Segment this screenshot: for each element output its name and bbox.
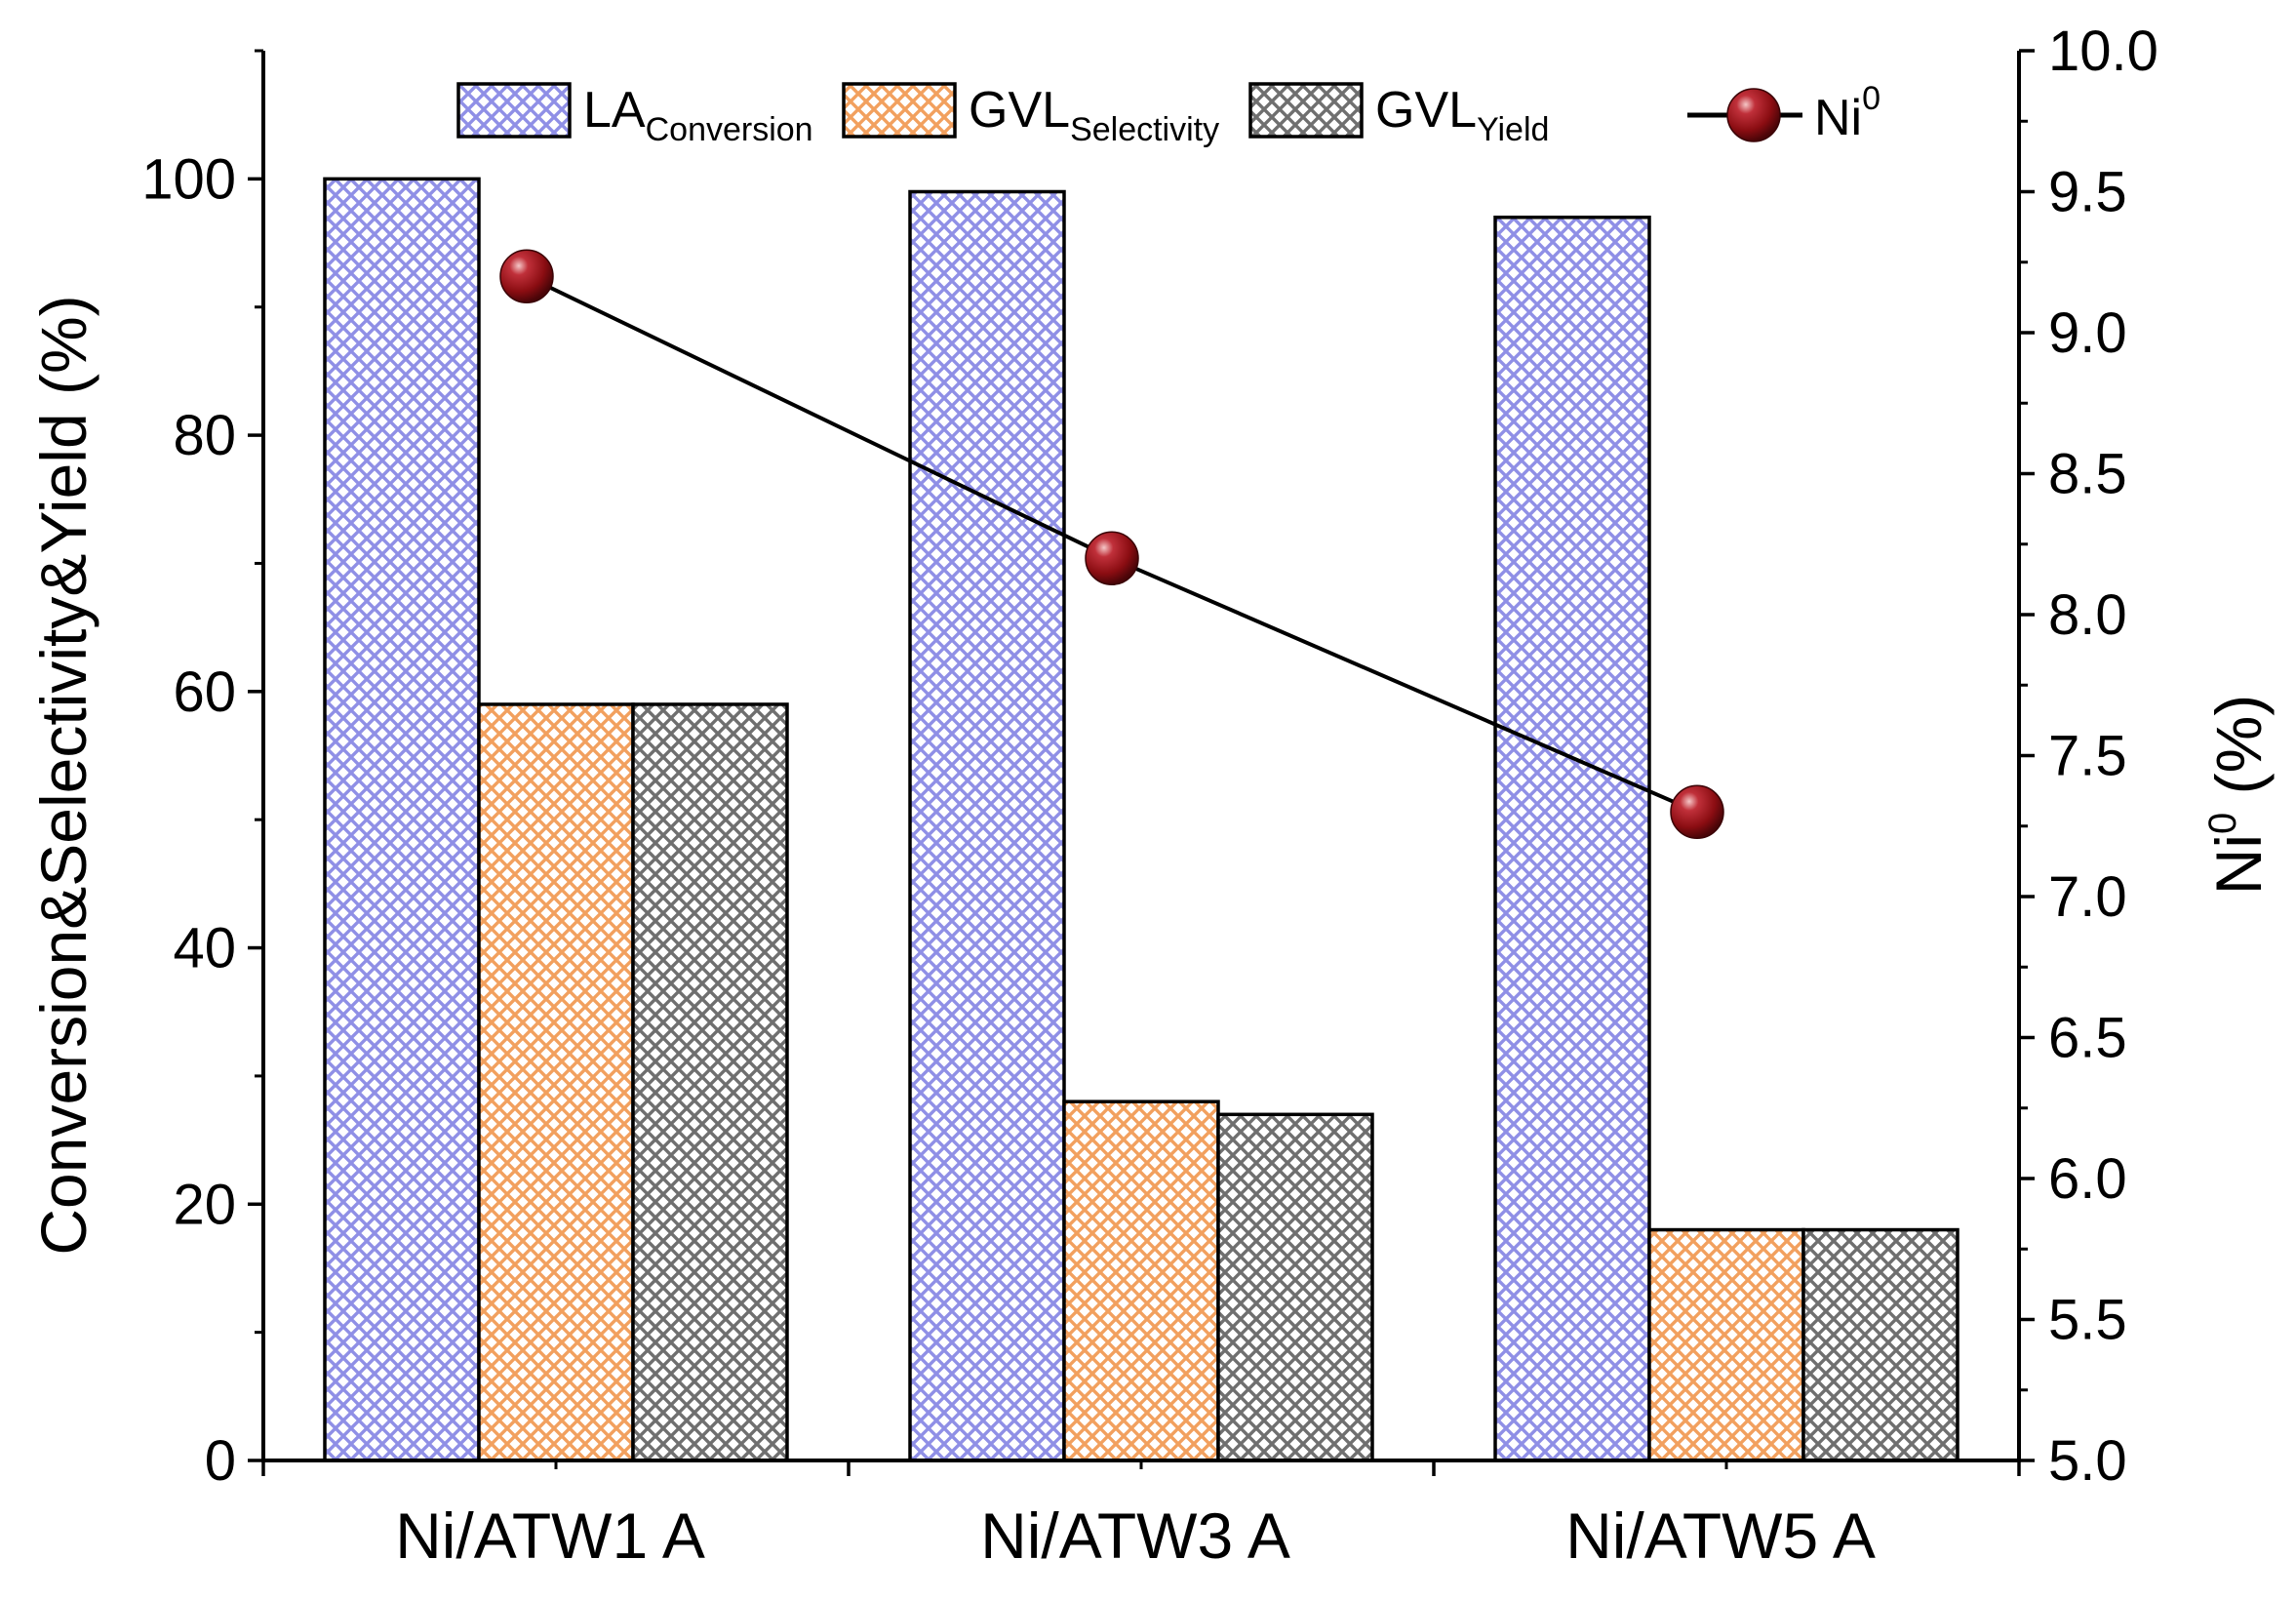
legend-label-main: Ni xyxy=(1814,90,1862,146)
bar-gvl-yield-2 xyxy=(1216,1112,1374,1462)
bar-group xyxy=(323,177,1960,1462)
legend-label-main: GVL xyxy=(969,82,1070,139)
y2-title-superscript: 0 xyxy=(2201,813,2244,834)
ni0-line-layer xyxy=(499,249,1724,840)
legend-swatch-3 xyxy=(1248,82,1364,139)
axes: 0 20 40 60 80 100 5.0 5.5 6.0 6.5 7.0 7.5 8.0 8.5 9.0 9… xyxy=(27,20,2275,1572)
y-axis-left-title: Conversion&Selectivity&Yield (%) xyxy=(27,295,99,1255)
y-right-tick-label: 8.0 xyxy=(2048,583,2127,647)
y-right-tick-label: 10.0 xyxy=(2048,20,2158,83)
y-left-tick-label: 40 xyxy=(173,917,236,980)
y-left-tick-label: 60 xyxy=(173,660,236,724)
y-left-tick-label: 0 xyxy=(205,1429,236,1493)
legend-label-3: GVLYield xyxy=(1375,82,1549,148)
x-category-label: Ni/ATW1 A xyxy=(395,1499,705,1572)
legend-swatch-2 xyxy=(842,82,957,139)
y-axis-right-title: Ni0 (%) xyxy=(2201,695,2275,896)
bar-la-conversion-1 xyxy=(323,177,481,1462)
bar-gvl-yield-3 xyxy=(1801,1227,1960,1462)
y2-title-unit: (%) xyxy=(2202,695,2275,813)
y-left-tick-label: 80 xyxy=(173,404,236,467)
y-right-tick-label: 7.5 xyxy=(2048,725,2127,788)
y-right-tick-label: 5.0 xyxy=(2048,1429,2127,1493)
legend-label-subscript: Selectivity xyxy=(1070,111,1219,148)
legend-swatch-1 xyxy=(456,82,572,139)
bar-gvl-selectivity-2 xyxy=(1062,1099,1220,1462)
legend: LAConversion GVLSelectivity GVLYield Ni0 xyxy=(456,80,1880,148)
legend-label-main: LA xyxy=(583,82,646,139)
y-right-tick-label: 9.5 xyxy=(2048,161,2127,224)
y-right-tick-label: 6.0 xyxy=(2048,1147,2127,1211)
x-category-label: Ni/ATW5 A xyxy=(1565,1499,1876,1572)
y-right-tick-label: 5.5 xyxy=(2048,1289,2127,1352)
bar-gvl-selectivity-1 xyxy=(477,702,635,1462)
legend-label-subscript: Yield xyxy=(1477,111,1549,148)
y-left-tick-label: 20 xyxy=(173,1173,236,1236)
legend-label-superscript: 0 xyxy=(1862,80,1880,117)
y-right-tick-label: 7.0 xyxy=(2048,865,2127,929)
ni0-point-2 xyxy=(1085,531,1139,585)
legend-label-main: GVL xyxy=(1375,82,1477,139)
y-left-tick-label: 100 xyxy=(141,147,236,211)
legend-label-4: Ni0 xyxy=(1814,80,1880,146)
y2-title-base: Ni xyxy=(2202,834,2275,895)
ni0-point-1 xyxy=(499,249,554,303)
legend-label-2: GVLSelectivity xyxy=(969,82,1219,148)
y-right-tick-label: 8.5 xyxy=(2048,443,2127,506)
legend-label-1: LAConversion xyxy=(583,82,813,148)
ni0-point-3 xyxy=(1670,784,1724,840)
bar-la-conversion-2 xyxy=(908,189,1066,1462)
bar-la-conversion-3 xyxy=(1493,216,1651,1462)
bar-gvl-yield-1 xyxy=(631,702,789,1462)
legend-label-subscript: Conversion xyxy=(646,111,813,148)
y-right-tick-label: 6.5 xyxy=(2048,1007,2127,1070)
bar-gvl-selectivity-3 xyxy=(1647,1227,1805,1462)
legend-marker-sample xyxy=(1726,88,1781,142)
x-category-label: Ni/ATW3 A xyxy=(980,1499,1290,1572)
y-right-tick-label: 9.0 xyxy=(2048,301,2127,365)
